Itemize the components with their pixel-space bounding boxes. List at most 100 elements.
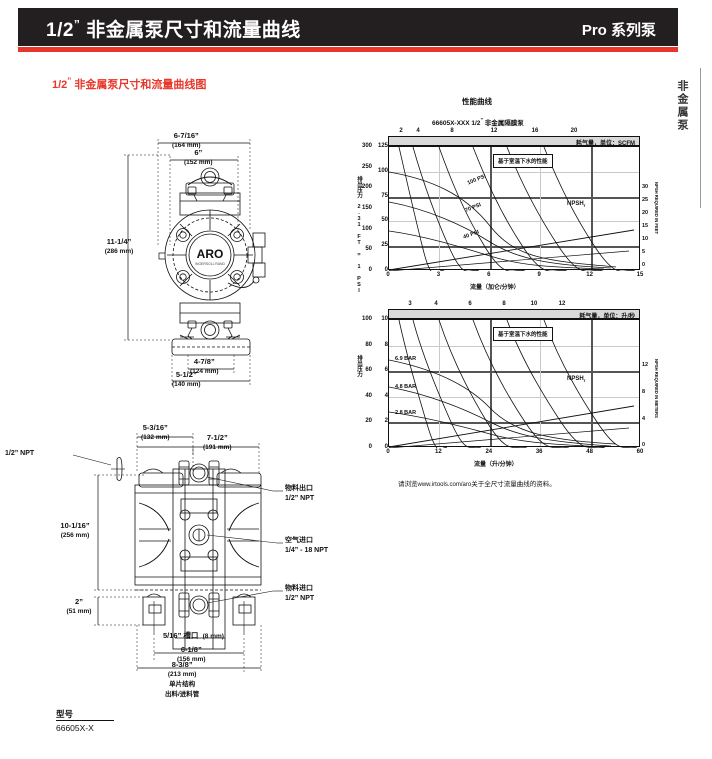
imperial-x-axis-title: 流量（加仑/分钟）	[470, 285, 520, 291]
right-tick: 25	[642, 197, 649, 203]
model-label: 型号	[56, 709, 74, 719]
metric-right-axis: 12 8 4 0	[642, 319, 666, 448]
dim-base-inner: 4-7/8” (124 mm)	[190, 357, 219, 376]
callout-line1: 物料进口	[285, 585, 313, 592]
imperial-y-axis-title: 排出压力 2.31 FT = 1 PSI	[356, 176, 362, 294]
right-tick: 20	[642, 210, 649, 216]
gridline-v	[439, 320, 441, 446]
gridline-v	[540, 147, 542, 269]
chart-model-inch-mark: ”	[480, 117, 483, 124]
y-tick-psi: 125	[377, 143, 388, 149]
imperial-plot-area: 100 PSI 70 PSI 40 PSI 基于室温下水的性能 NPSHr	[388, 146, 640, 271]
right-tick: 15	[642, 223, 649, 229]
y-tick-bar: 2	[384, 418, 388, 425]
dim-metric: (124 mm)	[190, 368, 219, 375]
y-tick-meters: 20	[365, 418, 372, 425]
dim-metric: (8 mm)	[202, 633, 224, 640]
scfm-tick: 4	[416, 128, 420, 134]
chart-model-suffix: 非金属隔膜泵	[484, 120, 524, 127]
gridline-h	[389, 396, 639, 398]
subtitle-text: 非金属泵尺寸和流量曲线图	[74, 79, 207, 91]
imperial-right-axis: 30 25 20 15 10 5 0	[642, 146, 666, 270]
gridline-v	[489, 147, 492, 269]
dim-metric: (51 mm)	[66, 608, 92, 615]
callout-line1: 物料出口	[285, 485, 313, 492]
x-tick: 3	[436, 272, 441, 278]
y-tick-psi: 100	[377, 167, 388, 174]
gridline-h	[389, 221, 639, 223]
right-tick: 30	[642, 184, 649, 190]
footnote-pre: 请浏览	[398, 481, 418, 488]
right-tick: 12	[642, 362, 649, 368]
dim-value: 8-3/8”	[171, 660, 193, 669]
y-tick-bar: 10	[381, 316, 388, 322]
model-block: 型号 66605X-X	[56, 708, 114, 734]
dim-metric: (191 mm)	[203, 444, 232, 451]
gridline-v	[540, 320, 542, 446]
y-tick-psi: 25	[381, 242, 388, 249]
footnote-post: 关于全尺寸流量曲线的资料。	[471, 481, 556, 488]
y-tick-bar: 4	[384, 392, 388, 399]
lps-tick-labels: 3 4 6 8 10 12	[388, 301, 640, 309]
aro-logo-text: ARO	[197, 247, 224, 261]
y-tick-meters: 60	[365, 367, 372, 374]
gridline-v	[590, 320, 593, 446]
dim-width-body: 6” (152 mm)	[184, 148, 213, 167]
lps-tick: 3	[408, 301, 412, 307]
dim-value: 6-7/16”	[173, 131, 199, 140]
lps-band-label: 耗气量，单位：升/秒	[579, 314, 635, 320]
gridline-v	[489, 320, 492, 446]
scfm-tick: 12	[490, 128, 498, 134]
imperial-x-axis: 0 3 6 9 12 15	[386, 272, 643, 282]
x-tick: 48	[586, 449, 593, 455]
dim-value: 5-1/2”	[175, 370, 197, 379]
lps-tick: 8	[502, 301, 506, 307]
y-tick-psi: 50	[381, 217, 388, 224]
lps-tick: 10	[530, 301, 538, 307]
footnote-url[interactable]: www.irtools.com/aro	[417, 482, 472, 488]
dim-value: 7-1/2”	[206, 433, 228, 442]
y-tick-meters: 80	[365, 341, 372, 348]
npsh-label: NPSHr	[567, 376, 586, 384]
dim-base-outer: 5-1/2” (140 mm)	[172, 370, 201, 389]
page-title-size: 1/2	[46, 20, 74, 41]
y-tick-meters: 40	[365, 392, 372, 399]
dim-value: 2”	[75, 597, 83, 606]
right-tick: 10	[642, 236, 649, 242]
dim-height-overall: 10-1/16” (256 mm)	[53, 521, 97, 540]
curve-label-48bar: 4.8 BAR	[395, 384, 417, 390]
front-view-pump-drawing: ARO INGERSOLL RAND 6-7/16” (164 mm) 6” (…	[105, 125, 350, 390]
side-view-pump-svg	[72, 433, 283, 673]
right-tick: 4	[642, 416, 646, 422]
side-tab-label: 非金属泵	[676, 80, 688, 132]
lps-tick: 6	[468, 301, 472, 307]
callout-material-inlet: 物料进口 1/2” NPT	[285, 584, 314, 603]
page-title-inch-mark: ”	[73, 17, 81, 32]
y-tick-psi: 0	[384, 267, 388, 273]
x-tick: 0	[386, 449, 390, 455]
svg-text:INGERSOLL RAND: INGERSOLL RAND	[195, 262, 225, 266]
scfm-tick: 20	[570, 128, 578, 134]
metric-right-axis-title: NPSH REQUIRED IN METERS	[654, 359, 659, 418]
dim-height-overall: 11-1/4” (286 mm)	[96, 237, 142, 256]
gridline-v	[590, 147, 593, 269]
dim-value: 6-1/8”	[180, 645, 202, 654]
side-view-pump-drawing: 5-3/16” (132 mm) 7-1/2” (191 mm) 10-1/16…	[5, 423, 355, 698]
gridline-h	[389, 171, 639, 173]
dim-width-overall: 6-7/16” (164 mm)	[172, 131, 201, 150]
dim-metric: (140 mm)	[172, 381, 201, 388]
x-tick: 0	[386, 272, 390, 278]
callout-air-inlet: 空气进口 1/4” - 18 NPT	[285, 536, 328, 555]
imperial-legend-note: 基于室温下水的性能	[493, 154, 553, 168]
gridline-h	[389, 371, 639, 374]
base-note-line1: 单片结构	[169, 681, 196, 688]
dim-metric: (152 mm)	[184, 159, 213, 166]
scfm-tick-labels: 2 4 8 12 16 20	[388, 128, 640, 136]
metric-plot-area: 6.9 BAR 4.8 BAR 2.8 BAR 基于室温下水的性能 NPSHr	[388, 319, 640, 448]
dim-width-outer-top: 7-1/2” (191 mm)	[203, 433, 232, 452]
x-tick: 60	[636, 449, 644, 455]
x-tick: 9	[537, 272, 541, 278]
section-subtitle: 1/2” 非金属泵尺寸和流量曲线图	[52, 76, 206, 92]
y-tick-bar: 6	[384, 367, 388, 374]
right-tick: 8	[642, 389, 646, 395]
